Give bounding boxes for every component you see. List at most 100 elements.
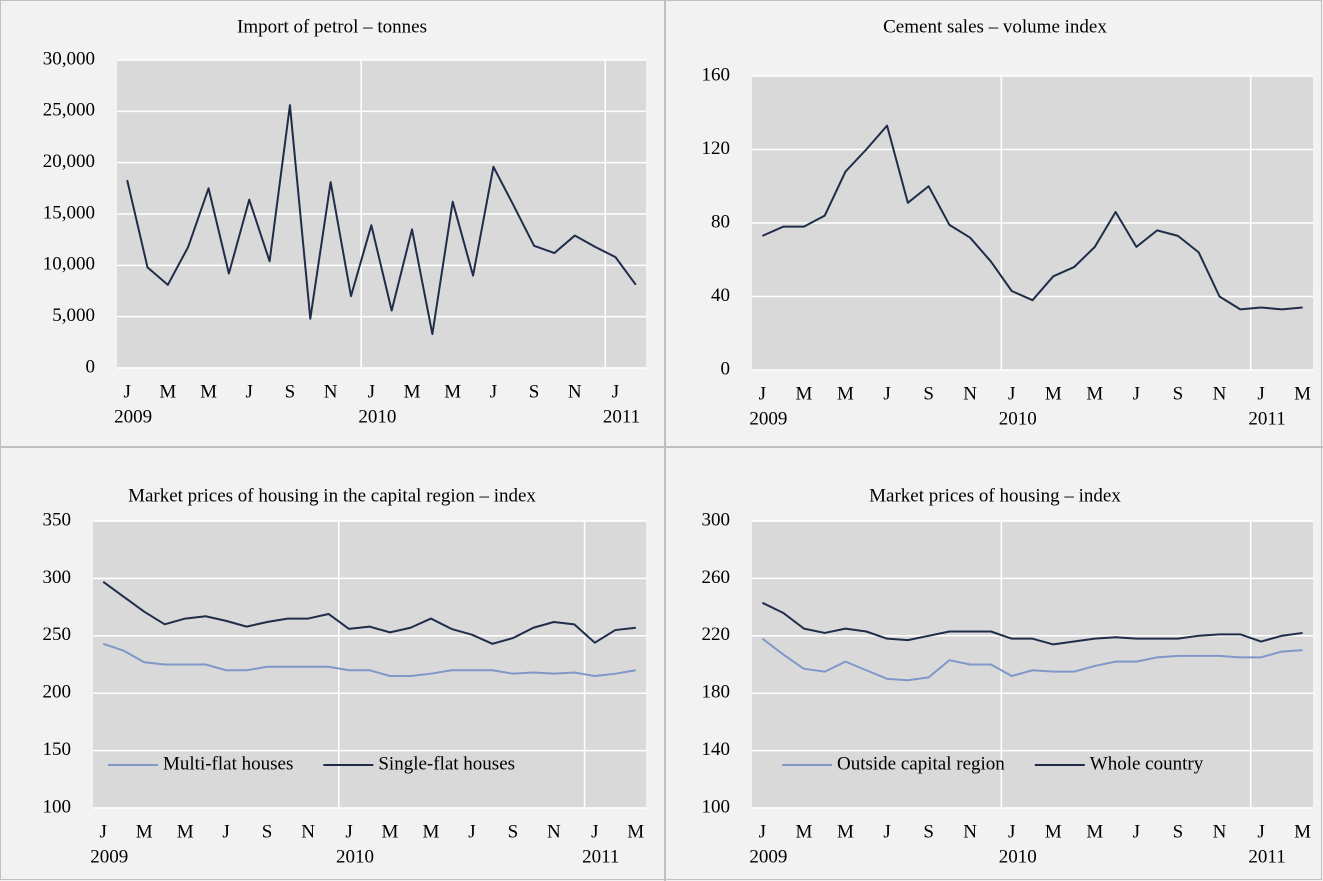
x-tick-label: J xyxy=(1257,383,1264,404)
x-tick-label: M xyxy=(795,383,812,404)
x-tick-label: N xyxy=(963,821,977,842)
y-tick-label: 160 xyxy=(702,64,731,85)
x-tick-label: J xyxy=(612,381,619,402)
y-tick-label: 350 xyxy=(43,509,72,530)
y-tick-label: 10,000 xyxy=(43,254,95,275)
y-tick-label: 140 xyxy=(702,739,731,760)
x-tick-label: J xyxy=(1133,383,1140,404)
legend-label: Multi-flat houses xyxy=(163,753,293,774)
year-label: 2010 xyxy=(999,408,1037,429)
x-tick-label: M xyxy=(159,381,176,402)
x-tick-label: J xyxy=(1008,383,1015,404)
chart-title: Import of petrol – tonnes xyxy=(237,16,427,37)
x-tick-label: N xyxy=(963,383,977,404)
x-tick-label: J xyxy=(100,821,107,842)
x-tick-label: S xyxy=(508,821,519,842)
x-tick-label: J xyxy=(345,821,352,842)
legend-label: Outside capital region xyxy=(837,753,1005,774)
y-tick-label: 120 xyxy=(702,138,731,159)
x-tick-label: J xyxy=(591,821,598,842)
x-tick-label: M xyxy=(795,821,812,842)
year-label: 2010 xyxy=(358,406,396,427)
y-tick-label: 250 xyxy=(43,624,72,645)
x-tick-label: J xyxy=(1133,821,1140,842)
year-label: 2009 xyxy=(749,408,787,429)
series-line xyxy=(761,637,1303,682)
year-label: 2010 xyxy=(999,846,1037,867)
y-tick-label: 80 xyxy=(711,211,730,232)
x-tick-label: J xyxy=(759,821,766,842)
plot-area xyxy=(752,521,1313,808)
y-tick-label: 40 xyxy=(711,285,730,306)
x-tick-label: N xyxy=(1213,383,1227,404)
x-tick-label: M xyxy=(1086,383,1103,404)
x-tick-label: J xyxy=(246,381,253,402)
y-tick-label: 200 xyxy=(43,682,72,703)
y-tick-label: 30,000 xyxy=(43,48,95,69)
year-label: 2010 xyxy=(336,846,374,867)
x-tick-label: S xyxy=(529,381,540,402)
x-tick-label: J xyxy=(883,383,890,404)
y-tick-label: 260 xyxy=(702,567,731,588)
x-tick-label: J xyxy=(883,821,890,842)
x-tick-label: J xyxy=(468,821,475,842)
series-line xyxy=(102,581,636,645)
y-tick-label: 100 xyxy=(702,796,731,817)
x-tick-label: M xyxy=(1294,383,1311,404)
year-label: 2009 xyxy=(749,846,787,867)
y-tick-label: 15,000 xyxy=(43,202,95,223)
x-tick-label: M xyxy=(1294,821,1311,842)
x-tick-label: J xyxy=(1257,821,1264,842)
x-tick-label: S xyxy=(1173,383,1184,404)
y-tick-label: 0 xyxy=(86,356,96,377)
x-tick-label: J xyxy=(222,821,229,842)
x-tick-label: M xyxy=(136,821,153,842)
chart-title: Market prices of housing – index xyxy=(869,485,1121,506)
x-tick-label: M xyxy=(1086,821,1103,842)
x-tick-label: N xyxy=(324,381,338,402)
y-tick-label: 20,000 xyxy=(43,151,95,172)
x-tick-label: N xyxy=(568,381,582,402)
x-tick-label: N xyxy=(301,821,315,842)
series-line xyxy=(761,124,1303,311)
x-tick-label: M xyxy=(1045,383,1062,404)
year-label: 2009 xyxy=(114,406,152,427)
x-tick-label: M xyxy=(444,381,461,402)
x-tick-label: S xyxy=(923,383,934,404)
x-tick-label: M xyxy=(422,821,439,842)
x-tick-label: J xyxy=(1008,821,1015,842)
series-line xyxy=(761,601,1303,646)
y-tick-label: 220 xyxy=(702,624,731,645)
x-tick-label: N xyxy=(1213,821,1227,842)
x-tick-label: M xyxy=(200,381,217,402)
x-tick-label: S xyxy=(285,381,296,402)
legend-label: Single-flat houses xyxy=(378,753,515,774)
chart-title: Cement sales – volume index xyxy=(883,16,1107,37)
x-tick-label: M xyxy=(1045,821,1062,842)
x-tick-label: M xyxy=(837,821,854,842)
legend-label: Whole country xyxy=(1090,753,1204,774)
x-tick-label: J xyxy=(368,381,375,402)
y-tick-label: 100 xyxy=(43,796,72,817)
y-tick-label: 300 xyxy=(702,509,731,530)
x-tick-label: M xyxy=(382,821,399,842)
x-tick-label: S xyxy=(923,821,934,842)
chart-title: Market prices of housing in the capital … xyxy=(128,485,536,506)
series-line xyxy=(126,104,637,336)
year-label: 2011 xyxy=(603,406,640,427)
x-tick-label: M xyxy=(177,821,194,842)
year-label: 2011 xyxy=(1248,846,1285,867)
year-label: 2011 xyxy=(582,846,619,867)
x-tick-label: M xyxy=(837,383,854,404)
x-tick-label: J xyxy=(490,381,497,402)
y-tick-label: 180 xyxy=(702,682,731,703)
y-tick-label: 300 xyxy=(43,567,72,588)
y-tick-label: 25,000 xyxy=(43,100,95,121)
y-tick-label: 150 xyxy=(43,739,72,760)
x-tick-label: N xyxy=(547,821,561,842)
x-tick-label: M xyxy=(627,821,644,842)
y-tick-label: 0 xyxy=(721,358,731,379)
x-tick-label: M xyxy=(404,381,421,402)
